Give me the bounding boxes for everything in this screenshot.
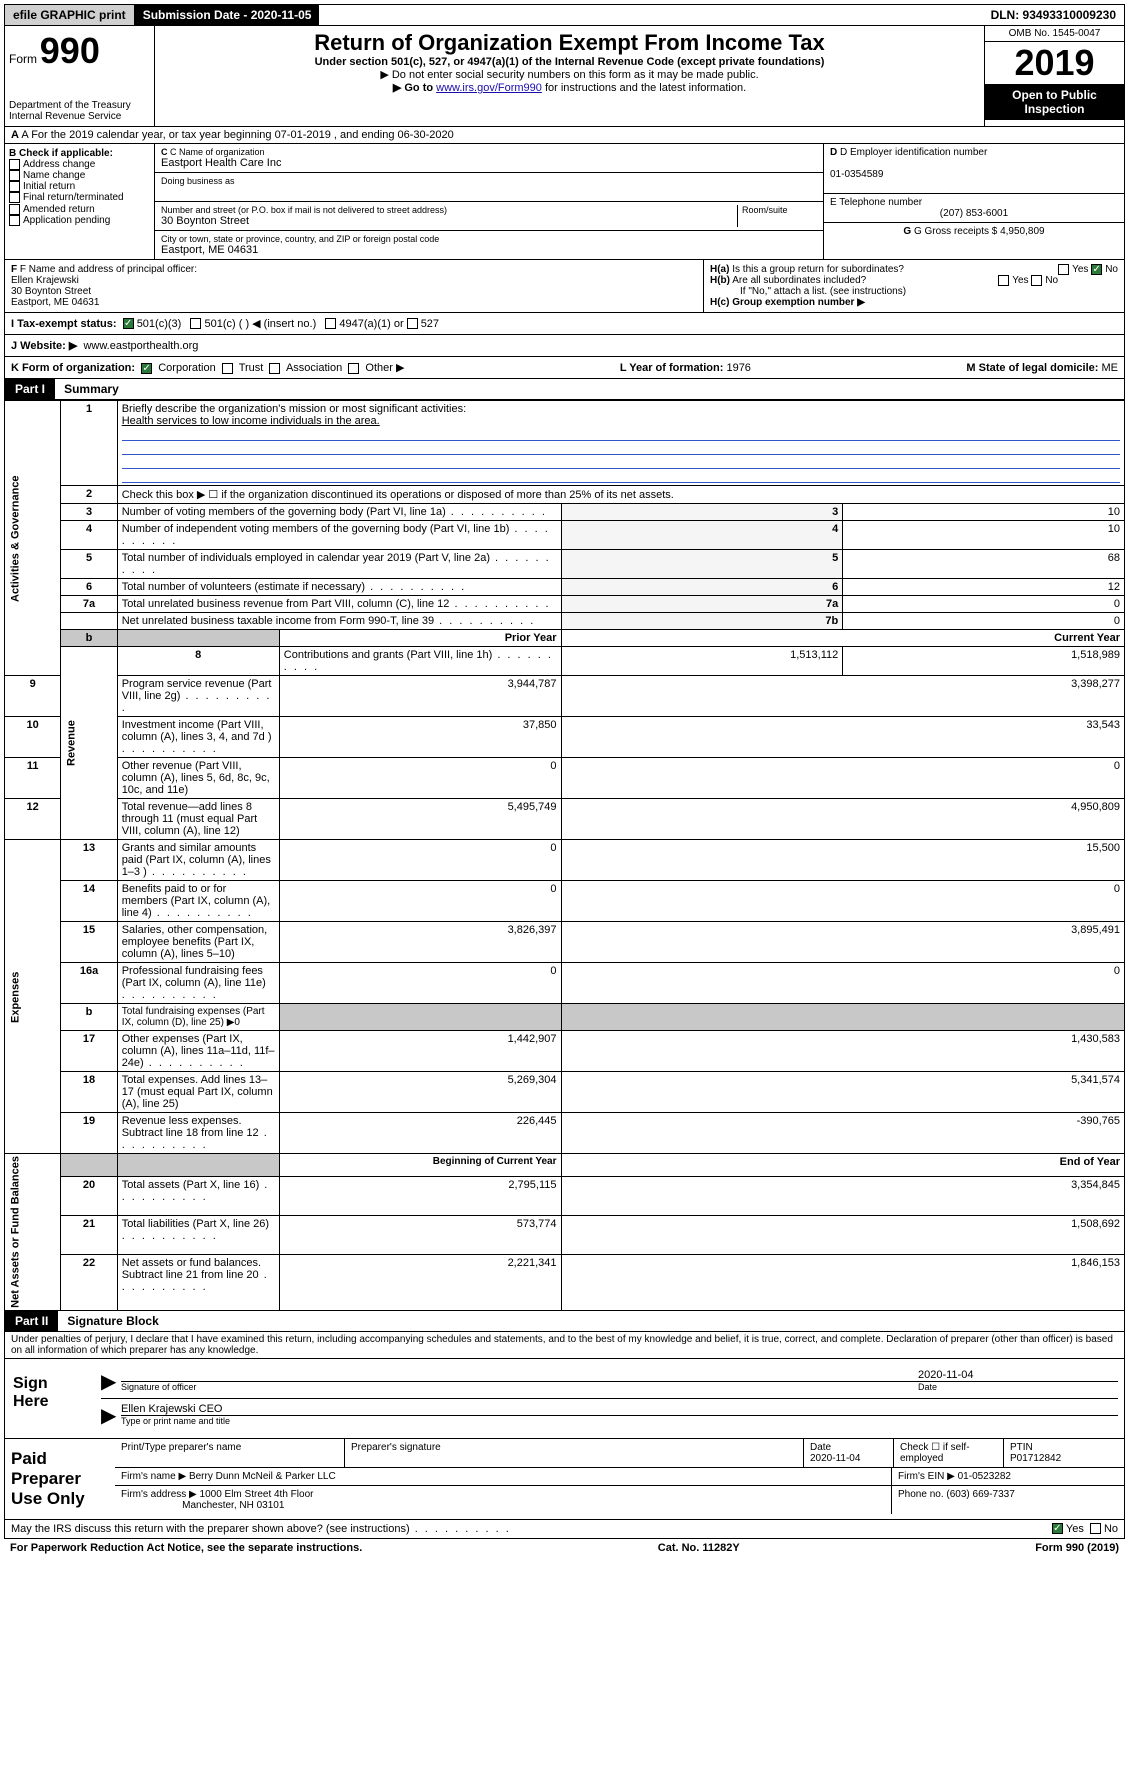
note-ssn: ▶ Do not enter social security numbers o… — [163, 68, 976, 81]
box-e-phone: E Telephone number (207) 853-6001 — [824, 194, 1124, 223]
box-b: B Check if applicable: Address change Na… — [5, 144, 155, 259]
efile-button[interactable]: efile GRAPHIC print — [5, 5, 135, 25]
name-arrow-icon: ▶ — [101, 1403, 121, 1428]
dln-label: DLN: 93493310009230 — [983, 5, 1124, 25]
box-c-dba: Doing business as — [155, 173, 823, 202]
box-g-receipts: G G Gross receipts $ 4,950,809 — [824, 223, 1124, 240]
part1-header: Part I Summary — [4, 379, 1125, 400]
note-goto: ▶ Go to www.irs.gov/Form990 for instruct… — [163, 81, 976, 94]
section-f-h: F F Name and address of principal office… — [4, 260, 1125, 313]
row-k-org-form: K Form of organization: Corporation Trus… — [4, 357, 1125, 379]
row-a-tax-year: A A For the 2019 calendar year, or tax y… — [4, 127, 1125, 144]
paid-preparer-section: Paid Preparer Use Only Print/Type prepar… — [4, 1439, 1125, 1520]
part1-table: Activities & Governance 1 Briefly descri… — [4, 400, 1125, 1311]
form-subtitle: Under section 501(c), 527, or 4947(a)(1)… — [163, 56, 976, 68]
footer: For Paperwork Reduction Act Notice, see … — [4, 1539, 1125, 1557]
box-c-address: Number and street (or P.O. box if mail i… — [155, 202, 823, 231]
top-bar: efile GRAPHIC print Submission Date - 20… — [4, 4, 1125, 26]
form-number: 990 — [40, 30, 100, 71]
part2-header: Part II Signature Block — [4, 1311, 1125, 1332]
perjury-statement: Under penalties of perjury, I declare th… — [4, 1332, 1125, 1359]
row-i-tax-status: I Tax-exempt status: 501(c)(3) 501(c) ( … — [4, 313, 1125, 335]
sign-here-section: Sign Here ▶ Signature of officer 2020-11… — [4, 1359, 1125, 1439]
side-label-governance: Activities & Governance — [5, 401, 61, 676]
box-h: H(a) Is this a group return for subordin… — [704, 260, 1124, 312]
box-d-ein: D D Employer identification number 01-03… — [824, 144, 1124, 194]
side-label-expenses: Expenses — [5, 840, 61, 1154]
side-label-revenue: Revenue — [61, 647, 117, 840]
open-to-public: Open to Public Inspection — [985, 84, 1124, 120]
discuss-row: May the IRS discuss this return with the… — [4, 1520, 1125, 1539]
box-c-name: C C Name of organization Eastport Health… — [155, 144, 823, 173]
tax-year: 2019 — [985, 42, 1124, 84]
form-word: Form — [9, 52, 37, 66]
omb-number: OMB No. 1545-0047 — [985, 26, 1124, 42]
irs-link[interactable]: www.irs.gov/Form990 — [436, 82, 542, 94]
form-title: Return of Organization Exempt From Incom… — [163, 30, 976, 56]
row-j-website: J Website: ▶ www.eastporthealth.org — [4, 335, 1125, 357]
side-label-net-assets: Net Assets or Fund Balances — [5, 1154, 61, 1311]
submission-date: Submission Date - 2020-11-05 — [135, 5, 320, 25]
box-f-officer: F F Name and address of principal office… — [5, 260, 704, 312]
signature-arrow-icon: ▶ — [101, 1369, 121, 1394]
dept-treasury: Department of the TreasuryInternal Reven… — [9, 100, 150, 122]
form-header: Form 990 Department of the TreasuryInter… — [4, 26, 1125, 127]
section-b-through-g: B Check if applicable: Address change Na… — [4, 144, 1125, 260]
box-c-city: City or town, state or province, country… — [155, 231, 823, 259]
